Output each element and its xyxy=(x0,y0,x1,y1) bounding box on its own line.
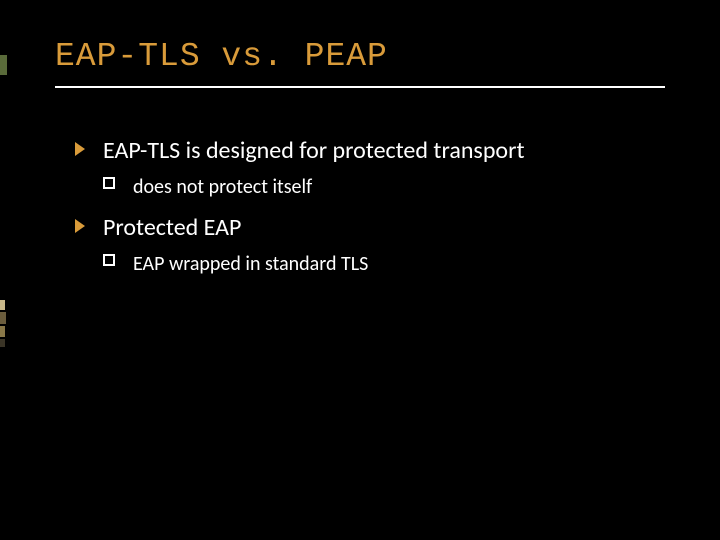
square-bullet-icon xyxy=(103,177,115,189)
slide-title: EAP-TLS vs. PEAP xyxy=(55,38,388,75)
slide: EAP-TLS vs. PEAP EAP-TLS is designed for… xyxy=(0,0,720,540)
bullet-text: Protected EAP xyxy=(103,213,241,242)
triangle-bullet-icon xyxy=(75,219,85,233)
bullet-text: EAP-TLS is designed for protected transp… xyxy=(103,136,525,165)
bullet-item: EAP-TLS is designed for protected transp… xyxy=(75,135,675,166)
sub-bullet-text: EAP wrapped in standard TLS xyxy=(133,252,368,276)
title-underline xyxy=(55,86,665,88)
slide-body: EAP-TLS is designed for protected transp… xyxy=(75,135,675,289)
triangle-bullet-icon xyxy=(75,142,85,156)
sub-bullet-item: EAP wrapped in standard TLS xyxy=(103,251,675,277)
square-bullet-icon xyxy=(103,254,115,266)
bullet-item: Protected EAP xyxy=(75,212,675,243)
sub-bullet-text: does not protect itself xyxy=(133,175,312,199)
left-decoration xyxy=(0,0,10,540)
sub-bullet-item: does not protect itself xyxy=(103,174,675,200)
